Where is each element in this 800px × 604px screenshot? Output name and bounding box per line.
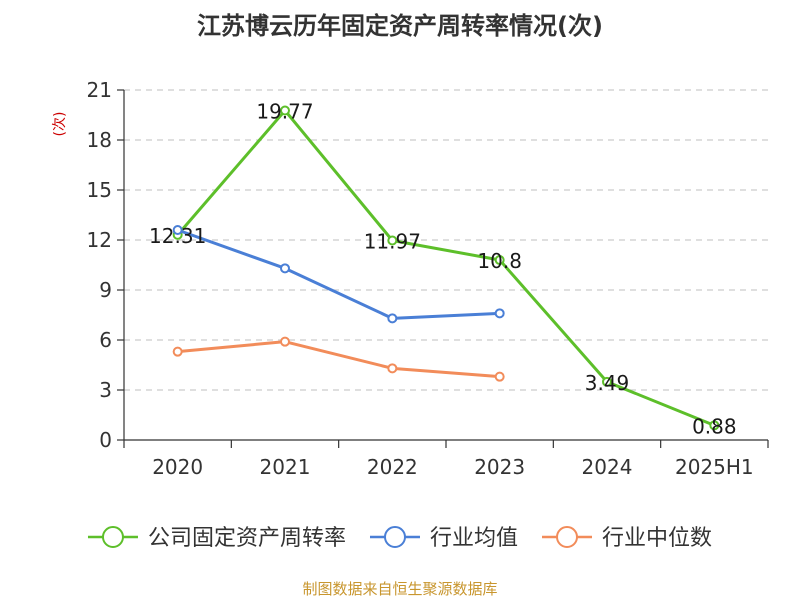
data-point: [280, 336, 290, 347]
data-point: [280, 263, 290, 274]
legend-label: 行业均值: [430, 526, 518, 551]
data-point: [387, 363, 398, 374]
y-tick-label: 9: [99, 278, 112, 302]
legend-marker: [556, 526, 579, 548]
data-label: 19.77: [256, 100, 313, 124]
y-axis-label: (次): [52, 112, 68, 137]
legend-item-2[interactable]: 行业均值: [369, 526, 518, 551]
axes: 0 3 6 9 12 15 18 21 2020 2021 2022 2023 2024 2025H1: [87, 78, 769, 479]
source-note: 制图数据来自恒生聚源数据库: [302, 580, 497, 598]
data-labels: 12.31 19.77 11.97 10.8 3.49 0.88: [149, 100, 737, 439]
x-tick-label: 2022: [367, 455, 418, 479]
y-tick-label: 12: [87, 228, 112, 252]
series-1: [172, 105, 720, 431]
legend-label: 公司固定资产周转率: [148, 526, 346, 551]
x-tick-label: 2023: [474, 455, 525, 479]
y-tick-label: 3: [99, 378, 112, 402]
data-point: [494, 308, 505, 319]
y-tick-label: 21: [87, 78, 112, 102]
series-line: [176, 109, 716, 427]
data-point: [494, 255, 505, 265]
data-point: [172, 346, 183, 357]
data-label: 12.31: [149, 224, 206, 248]
series-line: [176, 340, 502, 379]
legend-item-1[interactable]: 公司固定资产周转率: [87, 526, 346, 551]
x-tick-label: 2021: [260, 455, 311, 479]
legend-label: 行业中位数: [602, 526, 712, 551]
data-label: 0.88: [692, 414, 737, 438]
x-tick-label: 2024: [582, 455, 633, 479]
y-tick-label: 0: [99, 428, 112, 452]
y-tick-label: 18: [87, 128, 112, 152]
x-tick-label: 2025H1: [675, 455, 754, 479]
data-label: 10.8: [477, 249, 522, 273]
data-point: [387, 235, 398, 246]
series-line: [176, 228, 502, 320]
data-point: [494, 371, 505, 382]
series-3: [172, 336, 505, 382]
legend-marker: [101, 526, 124, 548]
data-point: [172, 225, 183, 235]
y-tick-label: 15: [87, 178, 112, 202]
legend-item-3[interactable]: 行业中位数: [542, 526, 712, 551]
x-tick-label: 2020: [152, 455, 203, 479]
data-label: 3.49: [585, 371, 630, 395]
y-tick-label: 6: [99, 328, 112, 352]
series-lines: [172, 105, 720, 431]
legend-marker: [383, 526, 406, 548]
series-2: [172, 225, 505, 324]
data-label: 11.97: [364, 230, 421, 254]
grid-lines: [124, 89, 768, 391]
data-point: [280, 105, 290, 116]
data-point: [602, 376, 612, 387]
chart-title: 江苏博云历年固定资产周转率情况(次): [197, 12, 603, 40]
legend: 公司固定资产周转率 行业均值 行业中位数: [87, 526, 712, 551]
data-point: [709, 420, 720, 431]
data-point: [387, 313, 398, 324]
